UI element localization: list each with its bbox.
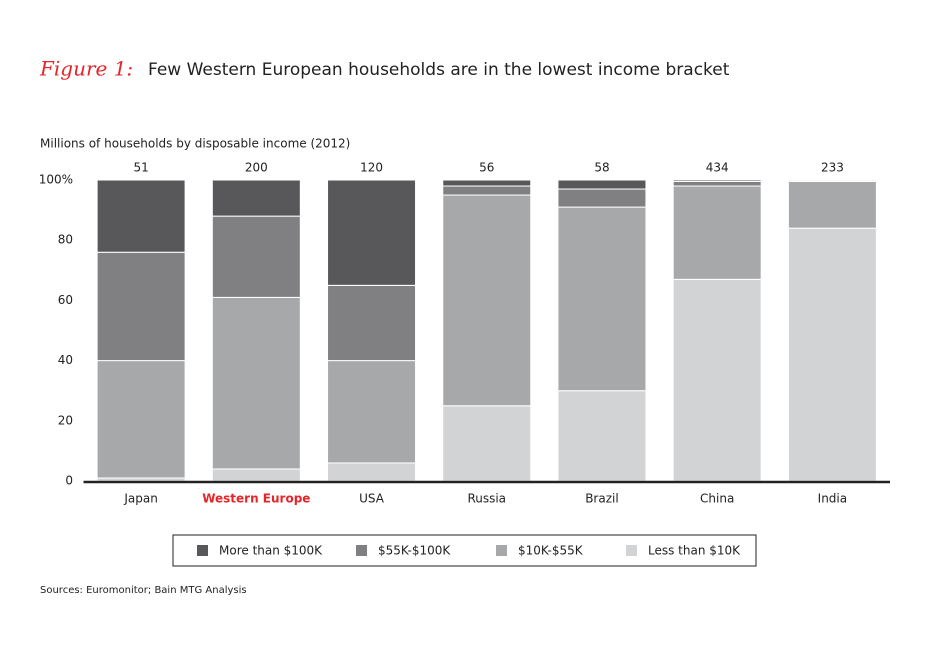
bar-segment [97, 252, 185, 360]
chart-title: Few Western European households are in t… [148, 60, 730, 80]
y-tick-label: 60 [58, 293, 73, 307]
legend-swatch [626, 545, 637, 556]
bar-segment [673, 186, 761, 279]
bar-segment [443, 186, 531, 195]
x-tick-label: Japan [123, 492, 157, 506]
y-axis-label: Millions of households by disposable inc… [40, 137, 350, 151]
bar-segment [97, 180, 185, 252]
x-tick-label: China [700, 492, 734, 506]
total-label: 51 [133, 161, 148, 175]
bar-segment [328, 463, 416, 481]
y-tick-label: 0 [65, 474, 73, 488]
bar-segment [328, 180, 416, 285]
bar-segment [212, 180, 300, 216]
total-label: 233 [821, 161, 844, 175]
bar-segment [97, 361, 185, 478]
x-tick-label: Brazil [585, 492, 619, 506]
bar-segment [212, 469, 300, 481]
x-tick-label: USA [359, 492, 385, 506]
bar-segment [443, 180, 531, 186]
source: Sources: Euromonitor; Bain MTG Analysis [40, 585, 247, 596]
x-tick-label: Western Europe [202, 492, 310, 506]
bar-segment [558, 180, 646, 189]
bar-segment [443, 406, 531, 481]
y-tick-label: 100% [39, 173, 73, 187]
bar-segment [328, 361, 416, 463]
total-label: 434 [706, 161, 729, 175]
y-tick-label: 40 [58, 353, 73, 367]
bar-segment [673, 180, 761, 182]
y-tick-label: 80 [58, 233, 73, 247]
figure-label: Figure 1: [39, 57, 133, 81]
bar-segment [212, 297, 300, 469]
x-tick-label: Russia [467, 492, 506, 506]
bar-segment [673, 279, 761, 481]
bar-segment [212, 216, 300, 297]
total-label: 200 [245, 161, 268, 175]
legend-swatch [197, 545, 208, 556]
bar-segment [788, 228, 876, 481]
legend-label: $55K-$100K [378, 544, 451, 558]
legend-swatch [496, 545, 507, 556]
bar-segment [558, 189, 646, 207]
bar-segment [443, 195, 531, 406]
legend-label: More than $100K [219, 544, 323, 558]
bar-segment [558, 391, 646, 481]
bar-segment [788, 182, 876, 229]
bar-segment [558, 207, 646, 391]
total-label: 58 [594, 161, 609, 175]
legend-label: Less than $10K [648, 544, 741, 558]
legend-swatch [356, 545, 367, 556]
bar-segment [328, 285, 416, 360]
y-tick-label: 20 [58, 413, 73, 427]
total-label: 120 [360, 161, 383, 175]
bar-segment [673, 182, 761, 187]
x-tick-label: India [818, 492, 847, 506]
total-label: 56 [479, 161, 494, 175]
legend-label: $10K-$55K [518, 544, 584, 558]
